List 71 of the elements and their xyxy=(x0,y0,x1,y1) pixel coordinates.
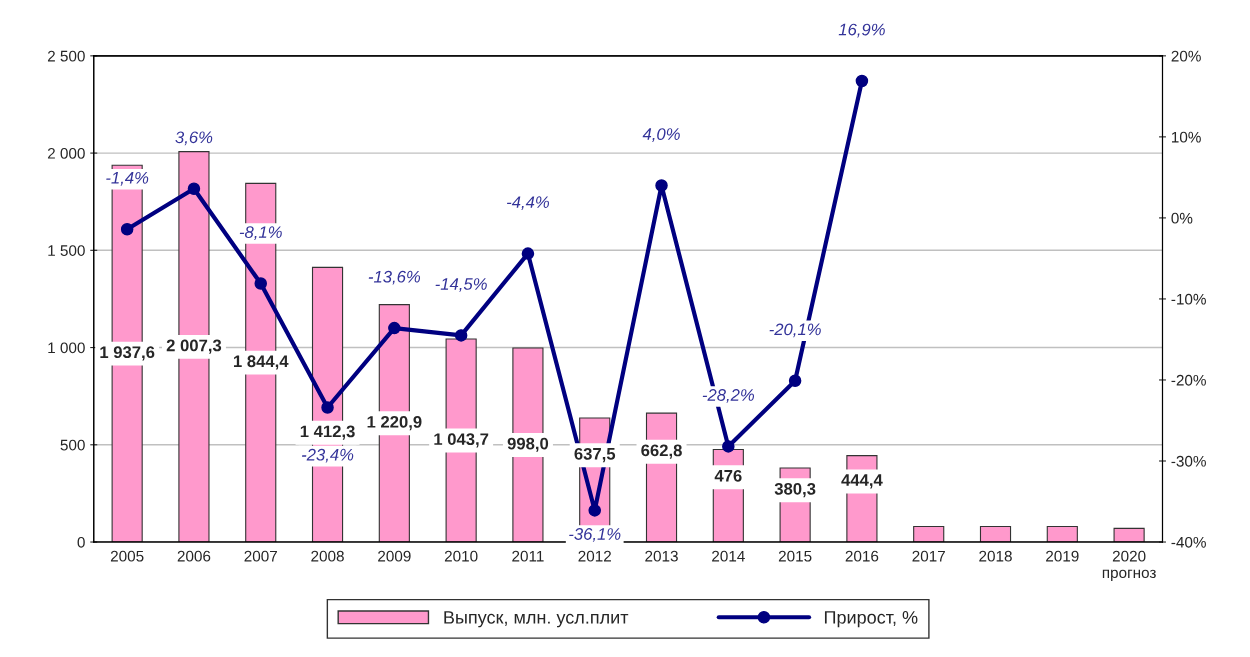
y2-tick-label: 0% xyxy=(1171,212,1193,224)
x-tick-label: 2008 xyxy=(311,550,344,562)
y-tick-label: 1 000 xyxy=(48,342,85,354)
bar xyxy=(1046,525,1078,543)
x-tick-label: 2014 xyxy=(712,550,745,562)
bar xyxy=(979,525,1012,543)
y-tick-label: 2 000 xyxy=(47,147,85,159)
y2-tick-label: -10% xyxy=(1171,293,1206,305)
x-tick-label: 2009 xyxy=(378,550,411,562)
point xyxy=(588,504,601,517)
x-tick-label: 2020 прогноз xyxy=(1102,550,1156,582)
y2-tick-label: -20% xyxy=(1171,374,1206,386)
y-tick-label: 2 500 xyxy=(47,50,85,62)
data-label: -4,4% xyxy=(507,196,549,210)
data-label: 1 220,9 xyxy=(367,415,422,431)
x-tick-label: 2007 xyxy=(244,550,277,562)
y2-tick-label: 20% xyxy=(1171,50,1201,62)
point xyxy=(388,321,401,335)
point xyxy=(454,329,468,342)
data-label: 2 007,3 xyxy=(166,339,222,354)
x-tick-label: 2013 xyxy=(645,550,678,562)
data-label: 662,8 xyxy=(641,444,682,459)
x-tick-label: 2019 xyxy=(1046,550,1079,562)
x-tick-label: 2005 xyxy=(110,550,144,562)
x-tick-label: 2016 xyxy=(845,550,879,562)
point xyxy=(722,440,735,453)
point xyxy=(120,222,134,236)
bar xyxy=(1113,527,1145,543)
data-label: 4,0% xyxy=(642,128,680,142)
point xyxy=(788,374,802,388)
legend-label: Выпуск, млн. усл.плит xyxy=(444,611,629,628)
data-label: 998,0 xyxy=(507,437,549,452)
legend-label: Прирост, % xyxy=(824,611,918,628)
point xyxy=(321,401,334,414)
y-tick-label: 500 xyxy=(60,439,85,451)
point xyxy=(187,182,201,195)
x-tick-label: 2015 xyxy=(778,550,812,562)
data-label: 380,3 xyxy=(774,482,816,498)
data-label: 1 937,6 xyxy=(100,346,155,361)
point xyxy=(855,74,869,88)
y-tick-label: 1 500 xyxy=(48,245,85,256)
data-label: -28,2% xyxy=(702,389,755,403)
point xyxy=(254,277,267,290)
data-label: -23,4% xyxy=(301,448,354,463)
y-tick-label: 0 xyxy=(77,536,85,548)
data-label: 16,9% xyxy=(838,23,885,38)
data-label: -13,6% xyxy=(368,270,421,285)
y2-tick-label: 10% xyxy=(1172,131,1201,143)
x-tick-label: 2018 xyxy=(979,550,1012,562)
x-tick-label: 2017 xyxy=(912,550,945,562)
x-tick-label: 2010 xyxy=(444,550,478,562)
point xyxy=(655,179,668,192)
data-label: 476 xyxy=(714,469,742,482)
x-tick-label: 2006 xyxy=(177,550,211,562)
data-label: 1 844,4 xyxy=(233,355,289,370)
data-label: 1 043,7 xyxy=(434,433,489,448)
data-label: -8,1% xyxy=(239,226,282,240)
data-label: -1,4% xyxy=(106,171,149,186)
y2-tick-label: -40% xyxy=(1171,536,1206,548)
data-label: -14,5% xyxy=(435,278,487,292)
bar xyxy=(913,525,945,543)
x-tick-label: 2011 xyxy=(512,550,544,562)
data-label: 1 412,3 xyxy=(300,425,355,440)
data-label: 637,5 xyxy=(574,447,616,463)
data-label: -36,1% xyxy=(569,528,621,542)
data-label: -20,1% xyxy=(769,323,821,338)
data-label: 3,6% xyxy=(175,131,213,146)
x-tick-label: 2012 xyxy=(578,550,611,562)
data-label: 444,4 xyxy=(841,474,883,489)
point xyxy=(521,247,535,260)
y2-tick-label: -30% xyxy=(1171,455,1206,467)
